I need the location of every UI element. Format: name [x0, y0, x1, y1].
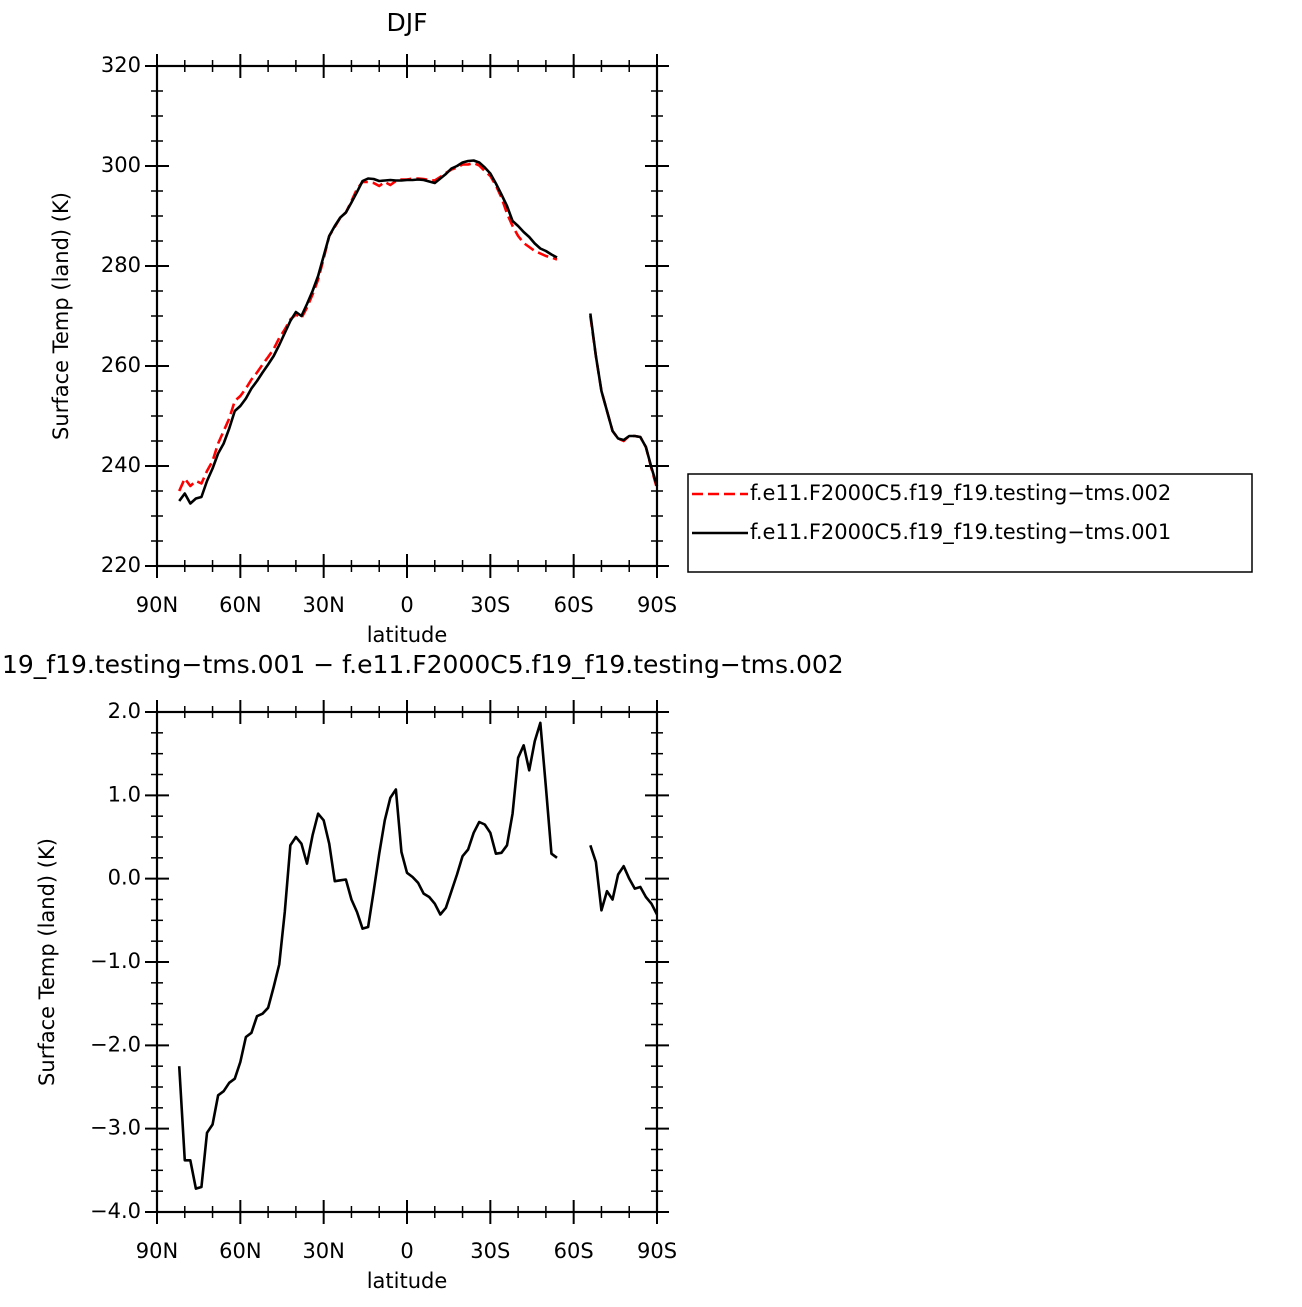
- y-tick-label: 260: [101, 353, 141, 377]
- legend: f.e11.F2000C5.f19_f19.testing−tms.002 f.e…: [687, 473, 1253, 573]
- x-axis-label: latitude: [367, 1269, 448, 1293]
- chart-panel: 19_f19.testing−tms.001 − f.e11.F2000C5.f…: [2, 650, 844, 1293]
- x-tick-label: 90S: [637, 593, 677, 617]
- y-axis-label: Surface Temp (land) (K): [49, 192, 73, 440]
- y-tick-label: 280: [101, 253, 141, 277]
- y-tick-label: 2.0: [108, 699, 141, 723]
- x-tick-label: 30N: [302, 593, 344, 617]
- chart-panel: DJF 220 240 260 280 300 320 90N 60N 30N 0 30S 60S 90S…: [49, 8, 1253, 647]
- x-tick-label: 60S: [554, 1239, 594, 1263]
- x-axis-label: latitude: [367, 623, 448, 647]
- y-tick-label: 0.0: [108, 866, 141, 890]
- y-tick-label: 220: [101, 553, 141, 577]
- x-tick-label: 90N: [136, 593, 178, 617]
- y-tick-label: −3.0: [90, 1116, 141, 1140]
- data-line: [178, 161, 659, 492]
- y-tick-label: −2.0: [90, 1032, 141, 1056]
- data-line: [177, 721, 659, 1190]
- legend-box: [687, 473, 1253, 573]
- y-tick-label: −1.0: [90, 949, 141, 973]
- y-tick-label: −4.0: [90, 1199, 141, 1223]
- y-tick-label: 320: [101, 53, 141, 77]
- chart-title: 19_f19.testing−tms.001 − f.e11.F2000C5.f…: [2, 650, 844, 679]
- plot-frame: [155, 64, 659, 568]
- x-tick-label: 0: [400, 1239, 413, 1263]
- chart-title: DJF: [386, 8, 427, 37]
- x-tick-label: 30S: [470, 593, 510, 617]
- x-tick-label: 90S: [637, 1239, 677, 1263]
- x-tick-label: 90N: [136, 1239, 178, 1263]
- y-tick-label: 1.0: [108, 782, 141, 806]
- x-tick-label: 30N: [302, 1239, 344, 1263]
- data-line: [178, 159, 659, 505]
- legend-label: f.e11.F2000C5.f19_f19.testing−tms.002: [750, 481, 1171, 506]
- x-tick-label: 60N: [219, 1239, 261, 1263]
- y-axis-label: Surface Temp (land) (K): [35, 838, 59, 1086]
- x-tick-label: 0: [400, 593, 413, 617]
- y-tick-label: 300: [101, 153, 141, 177]
- x-tick-label: 30S: [470, 1239, 510, 1263]
- plot-frame: [155, 710, 659, 1214]
- x-tick-label: 60S: [554, 593, 594, 617]
- x-tick-label: 60N: [219, 593, 261, 617]
- legend-label: f.e11.F2000C5.f19_f19.testing−tms.001: [750, 520, 1171, 545]
- y-tick-label: 240: [101, 453, 141, 477]
